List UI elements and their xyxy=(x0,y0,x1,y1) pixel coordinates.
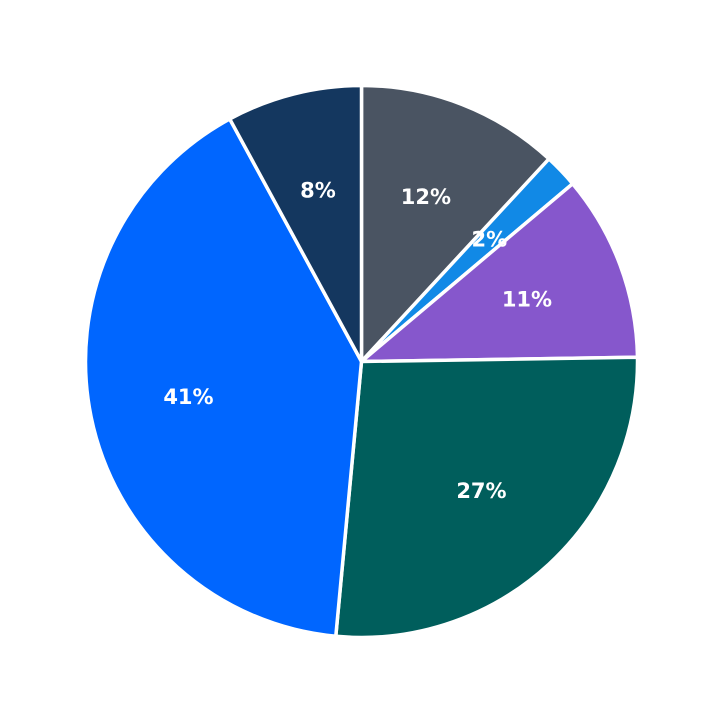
pie-slice-2 xyxy=(359,181,640,364)
pie-slice-0 xyxy=(359,83,551,364)
pie-slice-4 xyxy=(83,117,364,639)
pie-slice-label-3: 27% xyxy=(456,479,506,503)
pie-slices xyxy=(83,83,640,640)
pie-slice-3 xyxy=(334,355,640,640)
pie-slice-label-2: 11% xyxy=(502,288,552,312)
pie-slice-label-5: 8% xyxy=(300,178,336,202)
pie-slice-5 xyxy=(227,83,364,364)
pie-slice-label-1: 2% xyxy=(471,228,507,252)
pie-slice-label-4: 41% xyxy=(163,385,213,409)
pie-slice-labels: 12% 2% 11% 27% 41% 8% xyxy=(163,178,552,503)
pie-slice-label-0: 12% xyxy=(401,185,451,209)
